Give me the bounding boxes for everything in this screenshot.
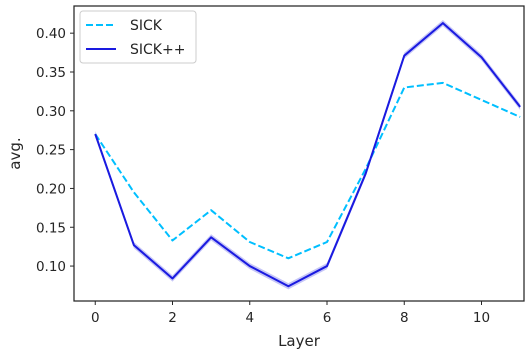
legend-label-sick-plus-plus: SICK++ [130, 42, 185, 58]
x-tick-label: 2 [168, 310, 177, 326]
y-tick-label: 0.25 [36, 143, 66, 159]
x-tick-label: 0 [91, 310, 100, 326]
y-tick-label: 0.35 [36, 65, 66, 81]
x-tick-label: 6 [323, 310, 332, 326]
legend: SICK SICK++ [79, 10, 197, 64]
x-tick-label: 8 [400, 310, 409, 326]
y-tick-label: 0.15 [36, 220, 66, 236]
y-tick-label: 0.20 [36, 181, 66, 197]
series-layer [94, 19, 521, 290]
x-tick-label: 10 [473, 310, 490, 326]
y-axis-label: avg. [6, 137, 24, 169]
plot-frame [73, 5, 525, 302]
y-tick-label: 0.30 [36, 104, 66, 120]
y-tick-label: 0.10 [36, 259, 66, 275]
x-axis-label: Layer [278, 332, 321, 350]
series-line-sick [94, 81, 521, 260]
series-line-sick-plus-plus [94, 22, 521, 288]
x-tick-label: 4 [245, 310, 254, 326]
legend-label-sick: SICK [130, 18, 163, 34]
ticks-layer: 0 2 4 6 8 10 0.10 0.15 0.20 0.25 0.30 0.35 0.40 [36, 26, 490, 326]
y-tick-label: 0.40 [36, 26, 66, 42]
